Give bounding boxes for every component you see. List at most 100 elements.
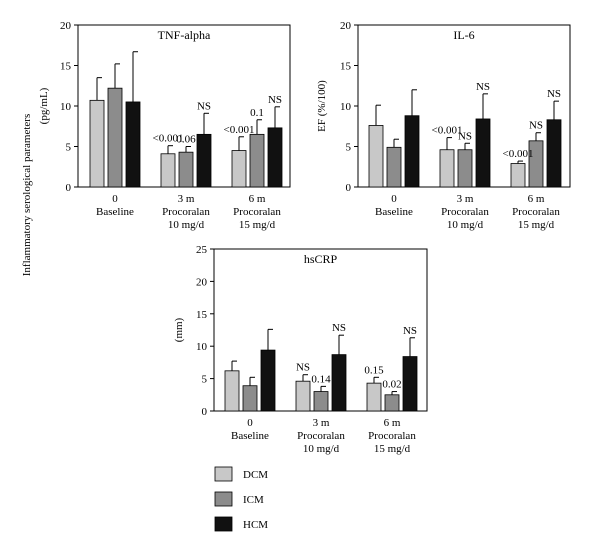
bar-icm [178,151,194,188]
significance-label: NS [296,362,310,374]
legend-label: HCM [243,519,268,531]
significance-label: 0.15 [364,364,384,376]
y-tick-label: 25 [196,244,208,256]
significance-label: 0.06 [176,134,196,146]
x-category-label: 15 mg/d [239,219,276,231]
x-category-label: 3 m [178,193,195,205]
significance-label: NS [403,325,417,337]
significance-label: 0.02 [382,379,401,391]
x-category-label: 0 [112,193,118,205]
bar-icm [313,391,329,412]
significance-label: <0.001 [503,148,534,160]
bar-hcm [196,133,212,188]
chart-panel-1: TNF-alpha05101520(pg/mL)<0.0010.06NS<0.0… [38,20,291,231]
legend-label: ICM [243,494,264,506]
bar-icm [249,133,265,188]
significance-label: NS [476,81,490,93]
legend-swatch-hcm [214,516,233,532]
x-category-label: Baseline [231,430,269,442]
x-category-label: 3 m [313,417,330,429]
bar-hcm [331,354,347,412]
x-category-label: 10 mg/d [447,219,484,231]
bar-icm [386,146,402,188]
significance-label: <0.001 [432,125,463,137]
bar-dcm [510,163,526,188]
x-category-label: Baseline [96,206,134,218]
bar-hcm [125,101,141,188]
bar-hcm [267,127,283,188]
bar-hcm [475,118,491,188]
bar-dcm [439,149,455,188]
y-tick-label: 15 [340,61,352,73]
y-tick-label: 0 [202,406,208,418]
y-tick-label: 20 [60,20,72,32]
y-tick-label: 20 [340,20,352,32]
x-category-label: 0 [247,417,253,429]
x-category-label: 0 [391,193,397,205]
y-tick-label: 0 [66,182,72,194]
significance-label: 0.1 [250,107,264,119]
bar-icm [242,385,258,412]
x-category-label: 6 m [528,193,545,205]
chart-title: hsCRP [304,252,338,266]
bar-dcm [366,382,382,412]
x-category-label: Procoralan [297,430,345,442]
x-category-label: 6 m [249,193,266,205]
bar-icm [107,87,123,188]
y-axis-label: (pg/mL) [38,87,50,124]
significance-label: NS [268,94,282,106]
bar-dcm [224,370,240,412]
chart-title: IL-6 [453,28,474,42]
bar-dcm [160,153,176,188]
bar-hcm [404,115,420,188]
x-category-label: 10 mg/d [303,443,340,455]
legend-swatch-icm [214,491,233,507]
legend-label: DCM [243,469,268,481]
significance-label: NS [332,322,346,334]
legend: DCM ICM HCM [214,466,268,532]
chart-panel-3: hsCRP0510152025(mm)NS0.14NS0.150.02NS0Ba… [173,244,428,455]
significance-label: <0.001 [224,124,255,136]
bar-hcm [546,119,562,188]
y-axis-label: (mm) [173,317,185,342]
bar-icm [384,394,400,412]
y-tick-label: 10 [60,101,72,113]
y-tick-label: 5 [66,142,72,154]
chart-title: TNF-alpha [158,28,211,42]
significance-label: NS [458,130,472,142]
y-tick-label: 10 [196,341,208,353]
x-category-label: Procoralan [441,206,489,218]
x-category-label: 15 mg/d [518,219,555,231]
x-category-label: Procoralan [233,206,281,218]
bar-dcm [295,380,311,412]
x-category-label: Procoralan [162,206,210,218]
y-tick-label: 5 [346,142,352,154]
x-category-label: Baseline [375,206,413,218]
x-category-label: Procoralan [512,206,560,218]
y-tick-label: 10 [340,101,352,113]
significance-label: 0.14 [311,373,331,385]
panels: TNF-alpha05101520(pg/mL)<0.0010.06NS<0.0… [38,20,571,455]
x-category-label: 6 m [384,417,401,429]
bar-dcm [89,99,105,188]
significance-label: NS [197,100,211,112]
bar-icm [457,149,473,188]
y-tick-label: 0 [346,182,352,194]
significance-label: NS [529,120,543,132]
y-axis-label: EF (%/100) [316,80,328,132]
legend-swatch-dcm [214,466,233,482]
significance-label: <0.001 [153,133,184,145]
x-category-label: Procoralan [368,430,416,442]
bar-dcm [368,125,384,188]
x-category-label: 10 mg/d [168,219,205,231]
bar-dcm [231,150,247,188]
significance-label: NS [547,88,561,100]
x-category-label: 15 mg/d [374,443,411,455]
y-tick-label: 15 [60,61,72,73]
y-tick-label: 5 [202,374,208,386]
x-category-label: 3 m [457,193,474,205]
bar-hcm [260,349,276,412]
y-tick-label: 20 [196,276,208,288]
